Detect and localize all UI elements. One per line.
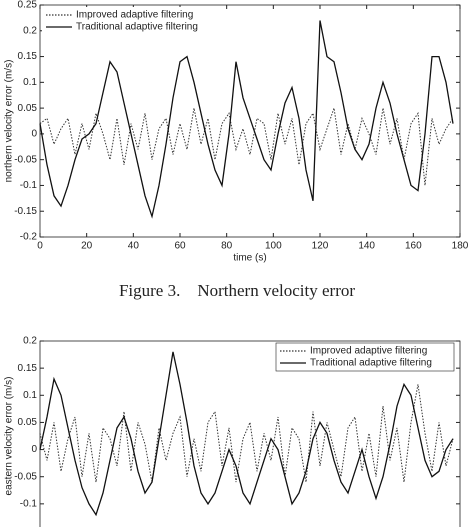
legend-label: Improved adaptive filtering (310, 346, 427, 357)
y-tick-label: 0.15 (18, 363, 38, 374)
x-tick-label: 60 (174, 241, 186, 252)
x-tick-label: 40 (128, 241, 140, 252)
y-tick-label: 0 (31, 129, 37, 140)
y-tick-label: 0.2 (23, 336, 37, 347)
y-tick-label: 0.1 (23, 390, 37, 401)
legend-box (275, 342, 455, 372)
x-tick-label: 180 (452, 241, 469, 252)
x-tick-label: 80 (221, 241, 233, 252)
series-line (39, 351, 454, 517)
series-line (39, 107, 454, 186)
x-tick-label: 120 (312, 241, 329, 252)
y-axis-label: eastern velocity error (m/s) (4, 377, 15, 496)
y-tick-label: 0.15 (18, 51, 38, 62)
x-tick-label: 100 (265, 241, 282, 252)
figure-caption: Figure 3. Northern velocity error (119, 281, 355, 300)
series-line (39, 384, 454, 483)
x-axis-label: time (s) (233, 253, 266, 264)
x-tick-label: 0 (37, 241, 43, 252)
legend-label: Traditional adaptive filtering (76, 22, 198, 33)
y-tick-label: 0.25 (18, 0, 38, 11)
y-tick-label: 0.05 (18, 103, 38, 114)
y-tick-label: -0.2 (20, 232, 38, 243)
legend-label: Traditional adaptive filtering (310, 358, 432, 369)
y-tick-label: -0.1 (20, 498, 38, 509)
legend-box (42, 7, 220, 35)
y-tick-label: 0.2 (23, 25, 37, 36)
x-tick-label: 160 (405, 241, 422, 252)
plot-area (39, 4, 461, 238)
y-tick-label: -0.05 (14, 154, 37, 165)
y-tick-label: 0.1 (23, 77, 37, 88)
y-tick-label: -0.1 (20, 180, 38, 191)
y-tick-label: -0.15 (14, 206, 37, 217)
x-tick-label: 20 (81, 241, 93, 252)
y-tick-label: 0.05 (18, 417, 38, 428)
legend-label: Improved adaptive filtering (76, 10, 193, 21)
y-axis-label: northern velocity error (m/s) (4, 60, 15, 183)
y-tick-label: -0.05 (14, 471, 37, 482)
x-tick-label: 140 (358, 241, 375, 252)
y-tick-label: 0 (31, 444, 37, 455)
series-line (39, 20, 454, 219)
